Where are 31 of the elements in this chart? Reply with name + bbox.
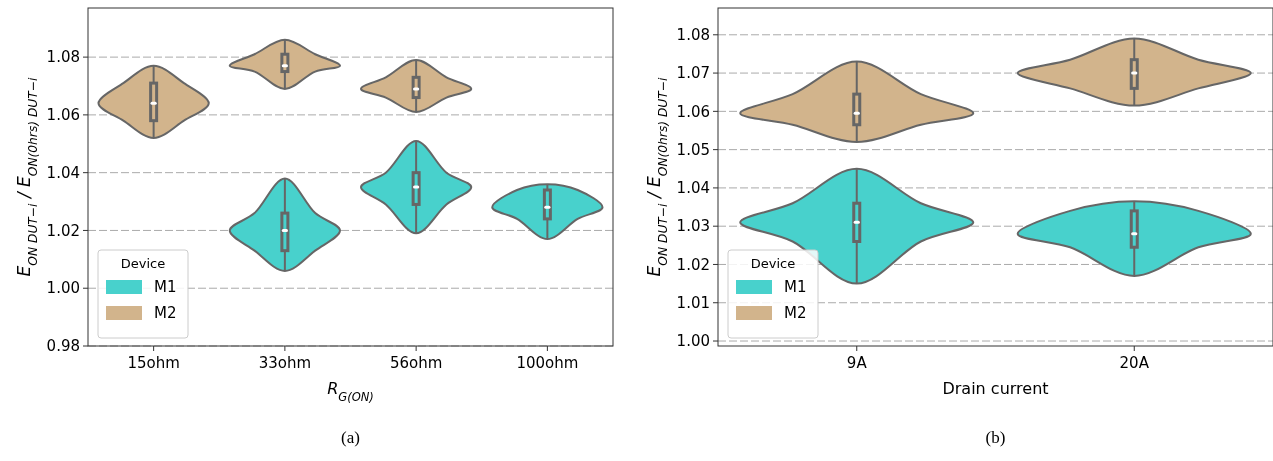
x-axis-title: Drain current: [942, 379, 1049, 398]
x-tick-label: 15ohm: [127, 354, 180, 372]
y-tick-label: 1.06: [676, 102, 710, 121]
y-tick-label: 1.02: [46, 221, 80, 240]
x-axis-title: R$_{G(ON)}$: [327, 379, 374, 404]
x-tick-label: 20A: [1119, 354, 1150, 372]
y-tick-label: 1.04: [46, 163, 80, 182]
legend-label: M2: [154, 304, 177, 323]
y-tick-label: 1.07: [676, 64, 710, 83]
legend-label: M1: [154, 278, 177, 297]
y-tick-label: 1.06: [46, 106, 80, 125]
y-tick-label: 1.00: [46, 279, 80, 298]
y-tick-label: 1.03: [676, 217, 710, 236]
y-tick-label: 1.02: [676, 255, 710, 274]
y-tick-label: 1.05: [676, 140, 710, 159]
legend-label: M2: [784, 304, 807, 323]
x-tick-label: 33ohm: [258, 354, 312, 372]
x-tick-label: 9A: [846, 354, 868, 372]
y-tick-label: 0.98: [46, 337, 80, 356]
y-tick-label: 1.08: [676, 26, 710, 45]
y-tick-label: 1.04: [676, 179, 710, 198]
legend-title: Device: [120, 256, 166, 271]
x-tick-label: 100ohm: [516, 354, 579, 372]
text: (a): [341, 428, 360, 447]
y-tick-label: 1.00: [676, 332, 710, 351]
y-tick-label: 1.08: [46, 48, 80, 67]
text: (b): [985, 428, 1006, 447]
x-tick-label: 56ohm: [389, 354, 443, 372]
y-tick-label: 1.01: [676, 294, 710, 312]
legend-title: Device: [750, 256, 796, 271]
legend-label: M1: [784, 278, 807, 297]
